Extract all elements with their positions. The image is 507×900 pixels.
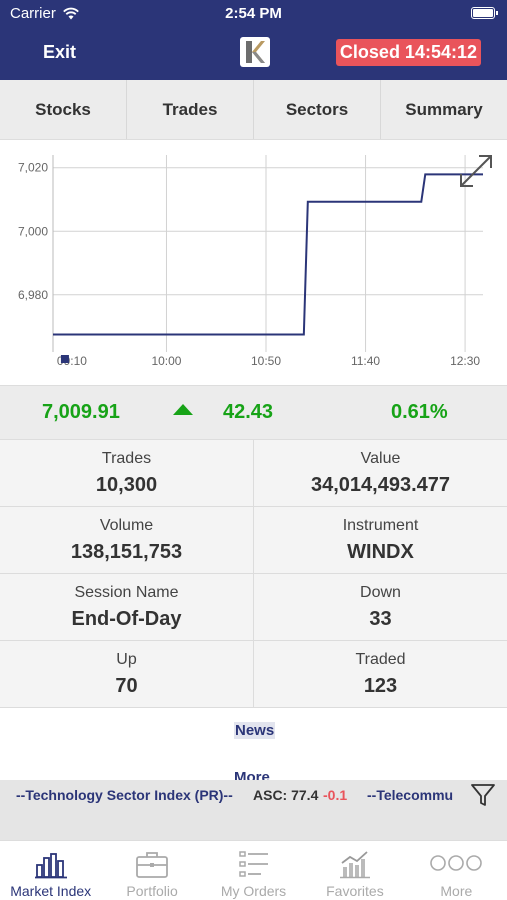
index-chart: 7,020 7,000 6,980 09:10 10:00 10:50 11:40 12:30 [0,140,507,385]
stat-value: End-Of-Day [71,607,182,630]
stat-label: Instrument [342,516,419,534]
stat-label: Traded [355,650,406,668]
y-tick-label: 7,000 [18,224,48,238]
index-change-row: 7,009.91 42.43 0.61% [0,385,507,440]
nav-market-index[interactable]: Market Index [0,841,101,900]
tab-trades[interactable]: Trades [127,80,254,139]
nav-label: Favorites [326,883,384,899]
nav-my-orders[interactable]: My Orders [203,841,304,900]
index-change: 42.43 [223,401,274,423]
stat-instrument: Instrument WINDX [254,507,507,574]
stat-value: 70 [115,674,138,697]
legend-marker [60,355,69,363]
ticker-item: --Telecommu [367,787,454,803]
stat-session-name: Session Name End-Of-Day [0,574,254,641]
stat-value: WINDX [347,540,414,563]
nav-label: Portfolio [126,883,178,899]
stats-grid: Trades 10,300 Value 34,014,493.477 Volum… [0,440,507,708]
stat-label: Session Name [74,583,179,601]
stat-label: Trades [101,449,152,467]
tab-bar: Stocks Trades Sectors Summary [0,80,507,140]
x-tick-label: 10:50 [251,354,281,368]
up-arrow-icon [173,404,193,415]
x-tick-label: 12:30 [450,354,480,368]
carrier-info: Carrier [10,5,80,22]
tab-summary[interactable]: Summary [405,99,483,119]
bottom-nav: Market Index Portfolio My Orders [0,840,507,900]
stat-down: Down 33 [254,574,507,641]
filter-icon [470,784,495,806]
spacer-band [0,810,507,840]
app-header: Carrier 2:54 PM Exit Closed 14:54:12 [0,0,507,80]
status-time: 2:54 PM [225,5,282,22]
ticker-change: -0.1 [323,787,348,803]
tab-stocks[interactable]: Stocks [0,80,127,139]
x-tick-label: 11:40 [351,354,380,368]
list-icon [238,851,268,877]
nav-label: Market Index [10,883,92,899]
more-link[interactable]: More [234,769,270,780]
news-link[interactable]: News [234,722,276,739]
bar-chart-icon [34,853,67,879]
stat-value-traded: Value 34,014,493.477 [254,440,507,507]
nav-label: My Orders [220,883,287,899]
carrier-label: Carrier [10,5,56,22]
stat-volume: Volume 138,151,753 [0,507,254,574]
briefcase-icon [136,852,169,878]
stat-label: Down [360,583,401,601]
status-bar: Carrier 2:54 PM [0,0,507,28]
stat-label: Up [116,650,137,668]
tab-sectors[interactable]: Sectors [254,80,381,139]
battery-icon [471,7,498,19]
filter-button[interactable] [458,780,507,810]
news-section: News More [0,708,507,780]
index-value: 7,009.91 [42,401,120,423]
nav-more[interactable]: More [406,841,507,900]
stat-value: 34,014,493.477 [310,473,451,496]
stat-value: 123 [363,674,398,697]
ticker-item: --Technology Sector Index (PR)-- [16,787,233,803]
expand-icon[interactable] [457,152,495,190]
trend-chart-icon [339,851,370,879]
stat-label: Volume [99,516,154,534]
stat-up: Up 70 [0,641,254,708]
stat-value: 138,151,753 [70,540,183,563]
y-tick-label: 7,020 [18,161,48,175]
nav-favorites[interactable]: Favorites [304,841,405,900]
y-tick-label: 6,980 [18,288,48,302]
app-logo [240,37,270,67]
stat-label: Value [360,449,401,467]
ticker-asc: ASC: 77.4 [253,787,319,803]
more-dots-icon [430,855,483,871]
market-status-badge: Closed 14:54:12 [335,39,481,66]
stat-value: 10,300 [95,473,158,496]
nav-portfolio[interactable]: Portfolio [101,841,202,900]
exit-button[interactable]: Exit [43,42,77,62]
sector-ticker: --Technology Sector Index (PR)-- ASC: 77… [0,780,507,810]
wifi-icon [62,7,79,20]
k-logo-icon [246,41,265,63]
stat-trades: Trades 10,300 [0,440,254,507]
index-change-percent: 0.61% [391,401,448,423]
index-series-line [53,173,483,336]
stat-traded: Traded 123 [254,641,507,708]
nav-label: More [440,883,473,899]
x-tick-label: 10:00 [151,354,181,368]
stat-value: 33 [369,607,392,630]
